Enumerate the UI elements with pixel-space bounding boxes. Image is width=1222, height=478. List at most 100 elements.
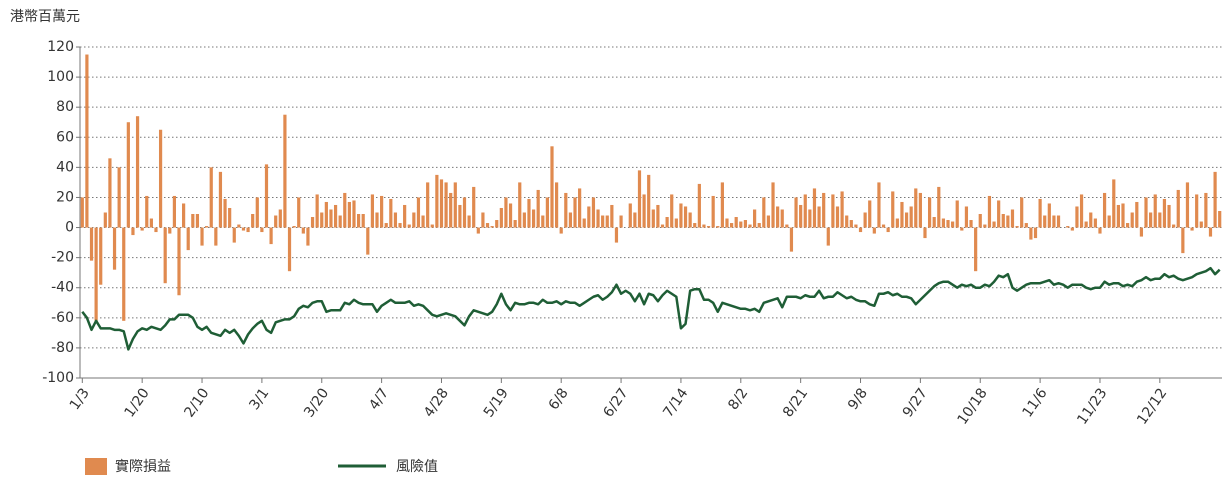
bar <box>430 224 434 228</box>
bar <box>140 227 144 231</box>
bar <box>799 204 803 228</box>
bar <box>831 194 835 228</box>
bar <box>375 212 379 228</box>
bar <box>1181 227 1185 254</box>
bar <box>1144 197 1148 228</box>
bar <box>1029 227 1033 240</box>
bar <box>1126 223 1130 228</box>
bar <box>670 194 674 228</box>
bar <box>94 227 98 321</box>
bar <box>628 203 632 228</box>
bar <box>969 220 973 228</box>
bar <box>85 54 89 228</box>
bar <box>1199 221 1203 228</box>
bar <box>347 201 351 228</box>
bar <box>99 227 103 285</box>
bar <box>112 227 117 270</box>
legend-label: 實際損益 <box>115 458 171 475</box>
bar <box>223 198 227 228</box>
bar <box>900 201 904 228</box>
y-tick-label: 120 <box>47 39 74 55</box>
bar <box>711 195 715 228</box>
bar <box>182 203 186 228</box>
bar <box>1098 227 1102 234</box>
bar <box>1079 194 1084 228</box>
y-tick-label: -100 <box>42 370 74 386</box>
bar <box>504 197 508 228</box>
bar <box>80 197 84 228</box>
bar <box>1185 182 1190 228</box>
bar <box>301 227 305 234</box>
bar <box>674 218 678 228</box>
bar <box>817 206 821 228</box>
bar <box>485 223 490 228</box>
bar <box>688 212 692 228</box>
bar <box>145 195 149 228</box>
bar <box>637 170 642 228</box>
bar <box>987 195 992 228</box>
bar <box>835 206 840 228</box>
bar <box>573 197 577 228</box>
bar <box>955 200 959 228</box>
bar <box>1176 189 1180 228</box>
x-tick-label: 8/21 <box>780 385 811 420</box>
bar <box>122 227 126 321</box>
x-tick-label: 12/12 <box>1134 385 1170 427</box>
bar <box>729 223 734 228</box>
bar <box>315 194 319 228</box>
bar <box>702 224 706 228</box>
bar <box>1153 194 1157 228</box>
bar <box>582 218 586 228</box>
bar <box>596 209 600 228</box>
bar <box>1195 194 1199 228</box>
bar <box>693 223 697 228</box>
bar <box>1204 192 1208 228</box>
y-tick-label: 60 <box>56 129 74 145</box>
bar <box>260 227 264 233</box>
bar <box>822 192 826 228</box>
bar <box>923 227 927 239</box>
bar <box>633 212 637 228</box>
bar <box>974 227 978 272</box>
bar <box>550 146 554 228</box>
x-tick-label: 3/1 <box>246 385 272 413</box>
x-tick-label: 11/6 <box>1020 385 1051 420</box>
bar <box>683 206 688 228</box>
y-tick-label: 80 <box>56 99 74 115</box>
bar <box>462 197 467 228</box>
bar <box>154 227 158 233</box>
bar <box>1158 212 1162 228</box>
bar <box>1107 215 1111 228</box>
y-tick-label: 20 <box>56 189 74 205</box>
bar <box>232 227 236 243</box>
bar <box>997 200 1001 228</box>
bar <box>587 206 591 228</box>
bar <box>1208 227 1213 237</box>
x-tick-label: 11/23 <box>1074 385 1110 427</box>
bar <box>610 204 614 228</box>
x-tick-label: 4/28 <box>421 385 452 420</box>
bar <box>739 221 743 228</box>
bar <box>564 192 568 228</box>
bar <box>333 204 338 228</box>
bar <box>329 209 333 228</box>
bar <box>426 182 430 228</box>
y-tick-label: -20 <box>51 250 74 266</box>
bar <box>748 224 752 228</box>
bar <box>1052 215 1056 228</box>
bar <box>366 227 370 255</box>
bar <box>794 197 798 228</box>
bar <box>946 220 950 228</box>
bar <box>499 207 503 228</box>
bar <box>287 227 292 272</box>
bar <box>343 192 347 228</box>
y-tick-label: 100 <box>47 69 74 85</box>
bar <box>135 116 140 228</box>
bar <box>697 183 701 228</box>
bar <box>407 224 411 228</box>
bar <box>909 206 913 228</box>
bar <box>324 201 328 228</box>
bar <box>536 189 540 228</box>
bar <box>163 227 167 284</box>
bar <box>352 200 356 228</box>
